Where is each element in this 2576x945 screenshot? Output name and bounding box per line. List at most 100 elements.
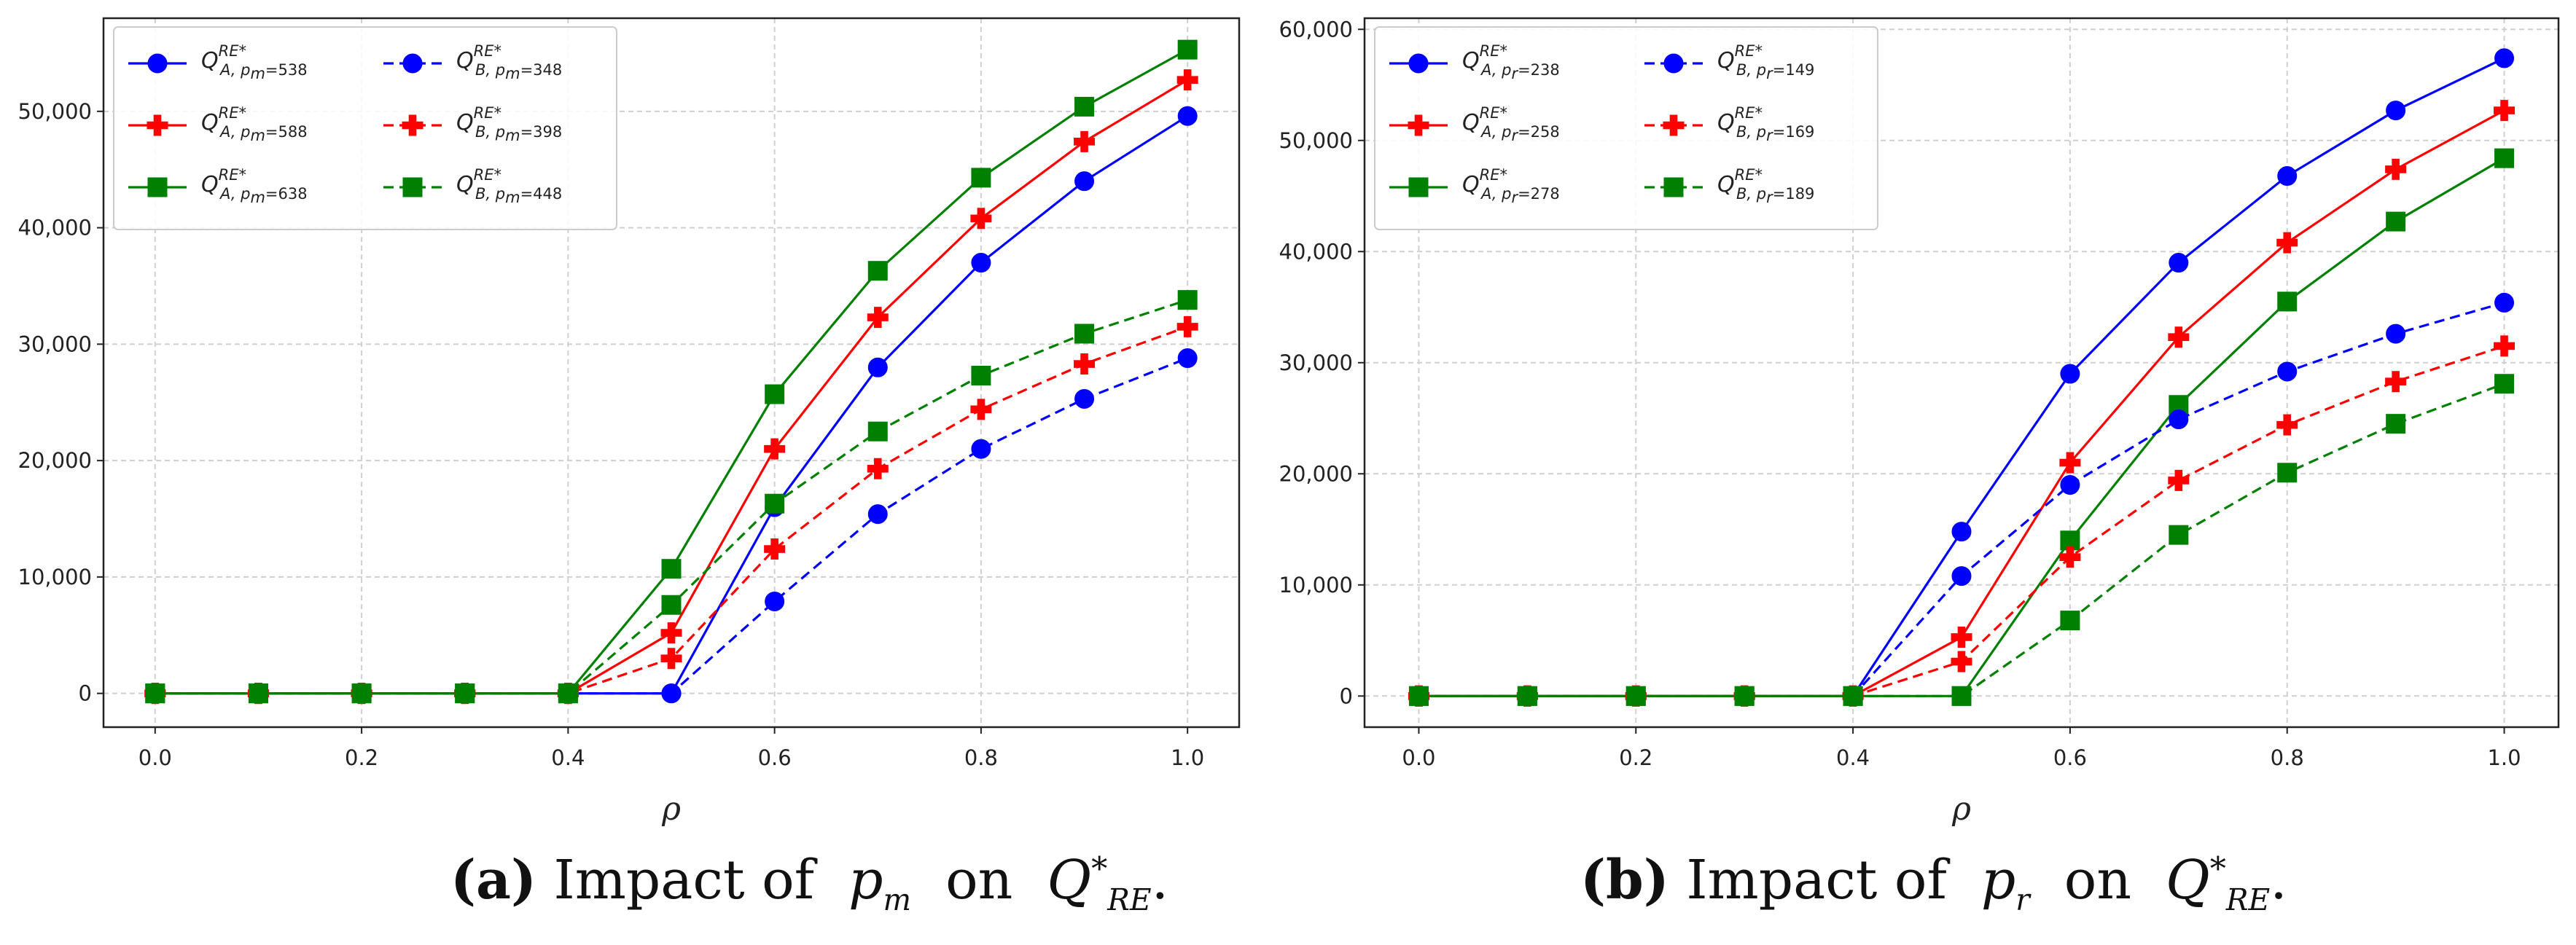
caption-a-end: . [1151, 849, 1169, 911]
caption-a-q-sup: * [1091, 850, 1108, 888]
panel-b-series-1-point-9 [2385, 158, 2407, 180]
panel-a-series-5-point-0 [145, 683, 165, 704]
panel-a-legend-item-4: QRE* B, pm=398 [383, 104, 562, 144]
panel-b-series-3-point-9 [2386, 324, 2406, 344]
caption-a-q: Q [1047, 849, 1092, 911]
panel-a-legend-box [113, 26, 617, 230]
caption-b-q-sup: * [2209, 850, 2226, 888]
panel-a-series-5 [145, 290, 1198, 704]
panel-a-series-5-point-8 [971, 365, 991, 385]
panel-b-series-0-point-9 [2386, 101, 2406, 121]
panel-b-legend-item-0: QRE* A, pr=238 [1389, 42, 1560, 82]
panel-b-legend-label-1: QRE* A, pr=258 [1462, 104, 1560, 144]
panel-b-legend-item-5: QRE* B, pr=189 [1644, 166, 1814, 206]
panel-a-xtick-label-0: 0.0 [138, 745, 172, 770]
panel-a-series-0-point-9 [1074, 171, 1095, 192]
panel-b-legend-item-3: QRE* B, pr=149 [1644, 42, 1814, 82]
panel-b-ytick-label-0: 0 [1340, 683, 1353, 708]
panel-a-series-4-point-6 [764, 538, 786, 560]
panel-b-legend-label-4: QRE* B, pr=169 [1717, 104, 1814, 144]
panel-b-series-2 [1408, 148, 2515, 706]
panel-b-series-3-point-7 [2169, 409, 2189, 430]
panel-a-series-0-point-8 [971, 253, 991, 273]
panel-b-legend-label-3: QRE* B, pr=149 [1717, 42, 1814, 82]
panel-a-legend-marker-0 [147, 53, 168, 74]
caption-b-q: Q [2166, 849, 2210, 911]
panel-b-series-4-point-5 [1951, 651, 1972, 673]
caption-a-on: on [945, 849, 1013, 911]
panel-a-ytick-label-4: 40,000 [18, 216, 92, 240]
panel-a-series-5-point-10 [1177, 290, 1198, 310]
panel-a-legend-label-4: QRE* B, pm=398 [456, 104, 562, 144]
panel-a-legend-marker-4 [402, 114, 424, 136]
panel-b-series-5-point-0 [1408, 686, 1429, 706]
caption-a-label: (a) [450, 849, 536, 911]
panel-a-series-4-point-10 [1176, 315, 1198, 337]
panel-a-series-1-point-8 [970, 208, 992, 230]
panel-b-series-5-point-1 [1517, 686, 1537, 706]
panel-a-series-0-point-7 [867, 357, 888, 377]
panel-a-series-1-point-6 [764, 438, 786, 460]
caption-b-text: Impact of [1686, 849, 1947, 911]
caption-b-param: p [1980, 849, 2016, 911]
panel-b-series-3-point-8 [2277, 361, 2298, 382]
caption-a-param-sub: m [883, 882, 912, 917]
panel-b-series-0-point-7 [2169, 253, 2189, 273]
panel-a-xlabel: ρ [661, 791, 681, 828]
panel-a-series-3-point-9 [1074, 388, 1095, 409]
panel-b-series-5-point-5 [1951, 686, 1972, 706]
panel-b-legend-item-1: QRE* A, pr=258 [1389, 104, 1560, 144]
panel-a-legend-item-1: QRE* A, pm=588 [128, 104, 308, 144]
panel-a-series-5-point-5 [661, 595, 682, 615]
panel-b-xtick-label-3: 0.6 [2053, 745, 2087, 770]
panel-b-legend-marker-0 [1408, 53, 1429, 74]
panel-b-series-5-point-9 [2386, 414, 2406, 434]
panel-a-series-4-point-8 [970, 399, 992, 420]
panel-b-legend-item-4: QRE* B, pr=169 [1644, 104, 1814, 144]
panel-b-xlabel: ρ [1951, 791, 1971, 828]
panel-b-series-4-point-10 [2494, 335, 2515, 357]
panel-b-legend-marker-4 [1663, 114, 1685, 136]
panel-a-series-4 [144, 315, 1198, 705]
panel-a-legend-label-0: QRE* A, pm=538 [201, 42, 308, 82]
caption-a-q-sub: RE [1107, 882, 1152, 917]
panel-b-series-4-point-6 [2059, 546, 2081, 568]
panel-a-series-1-point-10 [1176, 69, 1198, 91]
panel-b-ytick-label-3: 30,000 [1279, 350, 1353, 375]
panel-b-series-4 [1408, 335, 2515, 707]
panel-a-ytick-label-5: 50,000 [18, 99, 92, 124]
panel-a-series-2-point-8 [971, 168, 991, 188]
panel-a-legend-item-3: QRE* B, pm=348 [383, 42, 562, 82]
panel-b-series-4-point-7 [2168, 469, 2190, 491]
panel-a-series-2-point-10 [1177, 39, 1198, 60]
panel-b-series-1-point-8 [2276, 232, 2298, 254]
panel-a-series-2-point-9 [1074, 96, 1095, 117]
panel-b-series-0-point-10 [2494, 48, 2515, 68]
panel-b-series-5-point-10 [2494, 374, 2515, 394]
panel-a-series-2-point-6 [765, 384, 785, 404]
panel-a-xtick-label-4: 0.8 [964, 745, 998, 770]
panel-a-legend-item-5: QRE* B, pm=448 [383, 166, 562, 206]
caption-a-text: Impact of [553, 849, 815, 911]
panel-b-series-4-point-9 [2385, 371, 2407, 393]
panel-b-legend-label-0: QRE* A, pr=238 [1462, 42, 1560, 82]
panel-b-ytick-label-4: 40,000 [1279, 239, 1353, 264]
panel-a-legend-label-5: QRE* B, pm=448 [456, 166, 562, 206]
panel-a-plot-frame [102, 17, 1241, 729]
panel-a-legend: QRE* A, pm=538 QRE* A, pm=588 QRE* A, pm=638 Q… [113, 26, 617, 230]
panel-a-legend-marker-3 [402, 53, 423, 74]
panel-a-xtick-label-5: 1.0 [1171, 745, 1204, 770]
panel-b-legend-label-2: QRE* A, pr=278 [1462, 166, 1560, 206]
caption-b-end: . [2270, 849, 2287, 911]
panel-a-series-1-point-7 [867, 307, 889, 329]
caption-a-param: p [848, 849, 883, 911]
panel-b-plot-frame [1363, 17, 2560, 729]
panel-a-series-4-point-7 [867, 458, 889, 479]
panel-a-legend-marker-2 [147, 177, 168, 197]
panel-b-series-1-point-6 [2059, 452, 2081, 474]
panel-a-series-0-point-10 [1177, 106, 1198, 126]
panel-b-legend-label-5: QRE* B, pr=189 [1717, 166, 1814, 206]
caption-a: (a) Impact of pm on Q*RE. [450, 849, 1168, 917]
panel-a-xtick-label-3: 0.6 [758, 745, 792, 770]
panel-b-series-2-point-10 [2494, 148, 2515, 168]
